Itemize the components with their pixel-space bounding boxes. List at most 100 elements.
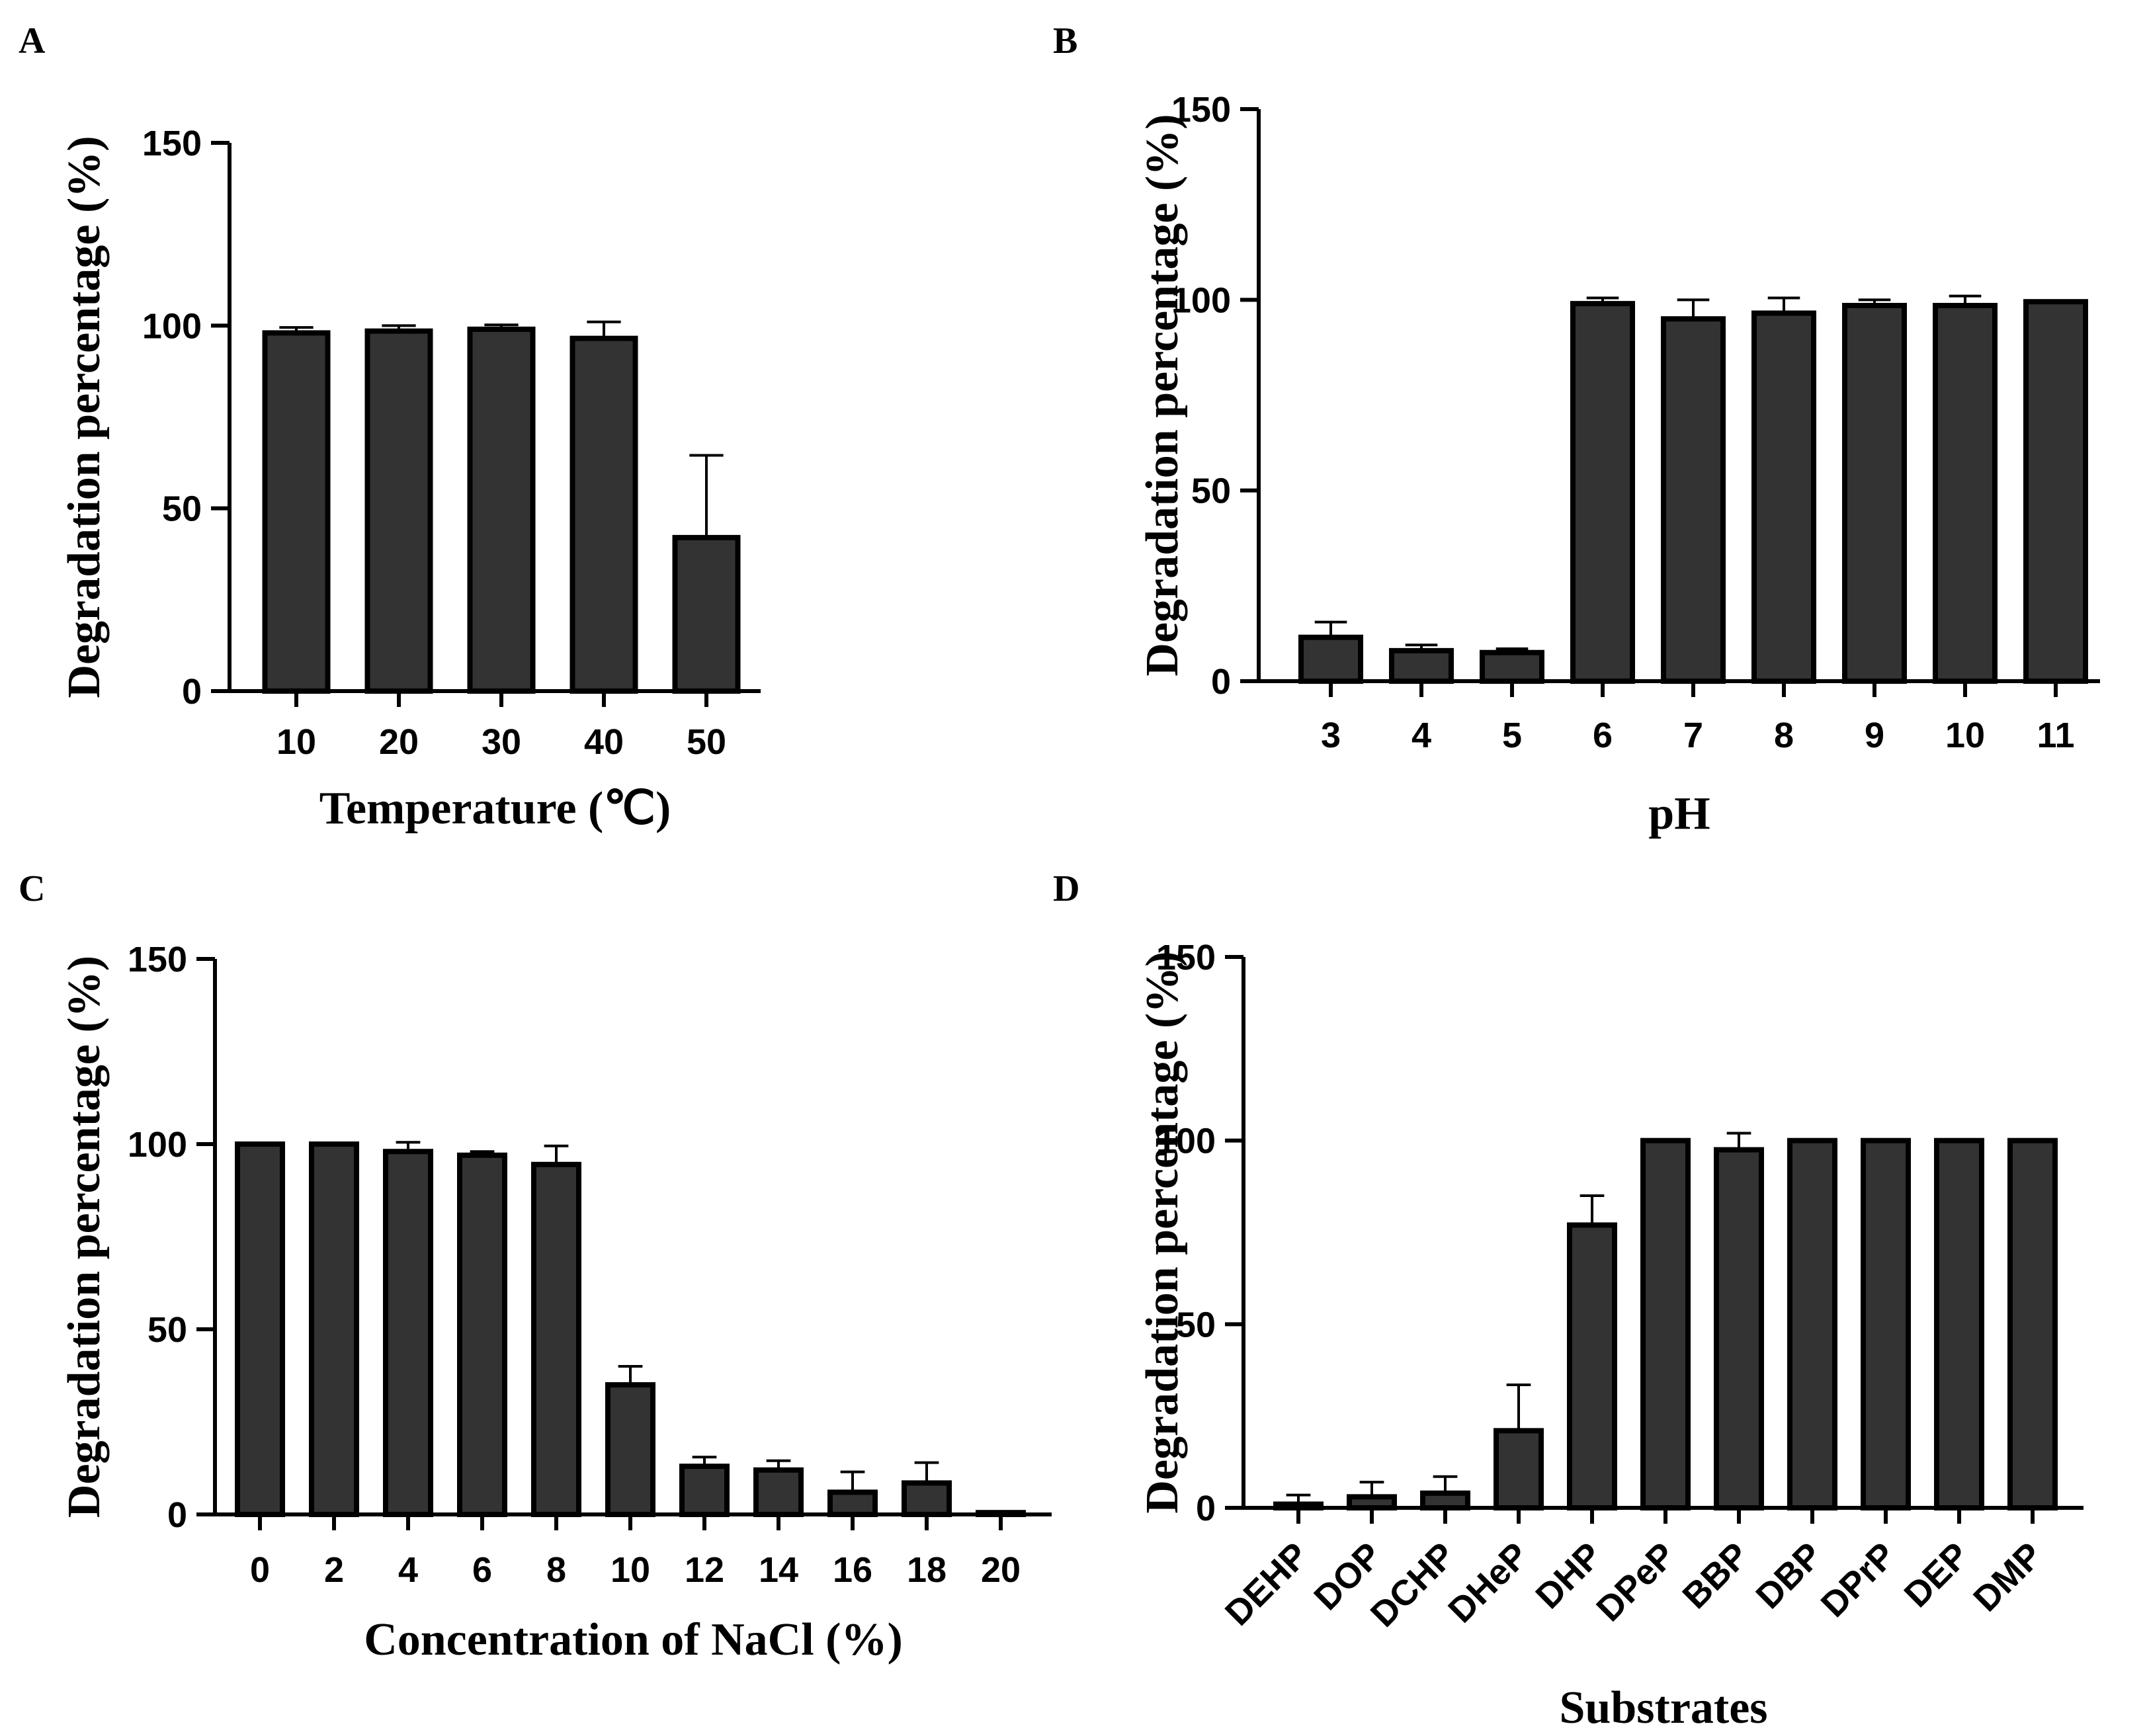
bar <box>1640 1137 1691 1510</box>
bar <box>235 1141 285 1517</box>
x-tick-label: 16 <box>833 1550 872 1590</box>
y-axis-title: Degradation percentage (%) <box>1137 114 1188 676</box>
bar <box>1934 1137 1984 1510</box>
bar <box>383 1149 433 1517</box>
x-tick-label: 2 <box>324 1550 344 1590</box>
x-tick-label: 18 <box>907 1550 947 1590</box>
bar <box>976 1510 1026 1517</box>
bar <box>1842 302 1907 684</box>
panel-label: A <box>19 21 46 62</box>
bar <box>1751 310 1816 684</box>
x-tick-label: 0 <box>250 1550 270 1590</box>
bar <box>2007 1137 2058 1510</box>
x-tick-label: 11 <box>2037 716 2074 755</box>
bar <box>1567 1222 1617 1510</box>
x-tick-label: DEP <box>1897 1535 1977 1615</box>
y-tick-label: 150 <box>1171 90 1231 130</box>
bar <box>1480 649 1544 684</box>
bar <box>605 1382 655 1517</box>
y-tick-label: 150 <box>128 940 187 979</box>
x-tick-label: DCHP <box>1363 1535 1463 1635</box>
y-axis-title: Degradation percentage (%) <box>1137 951 1188 1513</box>
x-tick-label: DPeP <box>1589 1535 1683 1629</box>
y-tick-label: 100 <box>128 1125 187 1165</box>
chart-panel-b: B 0 50 100 150 3 4 5 6 7 8 9 10 11 pH Degradation perce… <box>1053 21 2100 839</box>
bar <box>753 1467 804 1518</box>
x-tick-label: 20 <box>379 722 419 762</box>
x-tick-label: 8 <box>546 1550 566 1590</box>
bar <box>262 330 331 694</box>
bar <box>1273 1501 1324 1511</box>
x-tick-label: 30 <box>482 722 521 762</box>
x-axis-title: Substrates <box>1559 1682 1767 1733</box>
bar <box>1861 1137 1911 1510</box>
y-tick-label: 100 <box>1171 280 1231 320</box>
x-tick-label: 9 <box>1865 716 1884 755</box>
y-tick-label: 0 <box>1211 662 1231 702</box>
bar <box>2023 299 2088 684</box>
bar <box>679 1464 730 1517</box>
y-tick-label: 150 <box>142 124 202 163</box>
bar <box>457 1152 507 1518</box>
x-tick-label: 7 <box>1683 716 1703 755</box>
x-tick-label: DBP <box>1748 1535 1830 1616</box>
x-tick-label: 10 <box>1945 716 1985 755</box>
y-tick-label: 50 <box>1176 1305 1216 1344</box>
bar <box>1787 1137 1837 1510</box>
x-tick-label: DEHP <box>1218 1535 1316 1633</box>
x-tick-label: DMP <box>1966 1535 2050 1619</box>
x-tick-label: 6 <box>1593 716 1613 755</box>
bar <box>1714 1147 1764 1511</box>
x-tick-label: 8 <box>1774 716 1794 755</box>
panel-label: C <box>19 868 45 909</box>
y-axis-title: Degradation percentage (%) <box>59 956 110 1518</box>
x-tick-label: 20 <box>981 1550 1021 1590</box>
x-tick-label: 5 <box>1502 716 1522 755</box>
x-tick-label: 10 <box>610 1550 650 1590</box>
y-tick-label: 50 <box>147 1310 187 1350</box>
chart-panel-a: A 0 50 100 150 10 20 30 40 50 Temperature (℃) Degra… <box>19 21 761 834</box>
x-axis-title: pH <box>1648 788 1710 839</box>
bar <box>309 1141 359 1517</box>
panel-label: D <box>1053 868 1079 909</box>
y-tick-label: 50 <box>1191 472 1231 511</box>
x-tick-label: 3 <box>1321 716 1341 755</box>
bar <box>1298 634 1363 684</box>
x-tick-label: 10 <box>276 722 316 762</box>
chart-panel-d: D050100150DEHPDOPDCHPDHePDHPDPePBBPDBPDP… <box>1053 868 2084 1733</box>
bar <box>467 326 536 694</box>
y-tick-label: 0 <box>1196 1489 1216 1528</box>
y-axis-title: Degradation percentage (%) <box>59 136 110 698</box>
x-tick-label: DPrP <box>1814 1535 1904 1625</box>
bar <box>827 1489 878 1517</box>
panel-label: B <box>1053 21 1077 62</box>
bar <box>1933 302 1998 684</box>
y-tick-label: 150 <box>1156 938 1216 977</box>
x-tick-label: 6 <box>472 1550 492 1590</box>
bar <box>1570 301 1635 684</box>
x-tick-label: DHeP <box>1441 1535 1536 1630</box>
bar <box>569 335 638 694</box>
bar <box>902 1480 952 1517</box>
x-tick-label: 12 <box>685 1550 724 1590</box>
bar <box>1420 1490 1470 1510</box>
x-tick-label: 4 <box>1411 716 1431 755</box>
x-axis-title: Concentration of NaCl (%) <box>364 1614 903 1665</box>
bar <box>364 328 433 694</box>
x-tick-label: BBP <box>1675 1535 1756 1616</box>
x-tick-label: 14 <box>759 1550 798 1590</box>
bar <box>1347 1494 1397 1511</box>
bar <box>531 1161 581 1518</box>
bar <box>672 534 741 694</box>
x-axis-title: Temperature (℃) <box>319 783 671 834</box>
bar <box>1494 1428 1544 1510</box>
x-tick-label: 40 <box>584 722 624 762</box>
y-tick-label: 100 <box>1156 1122 1216 1161</box>
x-tick-label: 4 <box>398 1550 418 1590</box>
y-tick-label: 0 <box>182 672 202 712</box>
y-tick-label: 0 <box>167 1495 187 1535</box>
bar <box>1661 316 1726 684</box>
x-tick-label: 50 <box>687 722 726 762</box>
y-tick-label: 50 <box>162 489 202 529</box>
